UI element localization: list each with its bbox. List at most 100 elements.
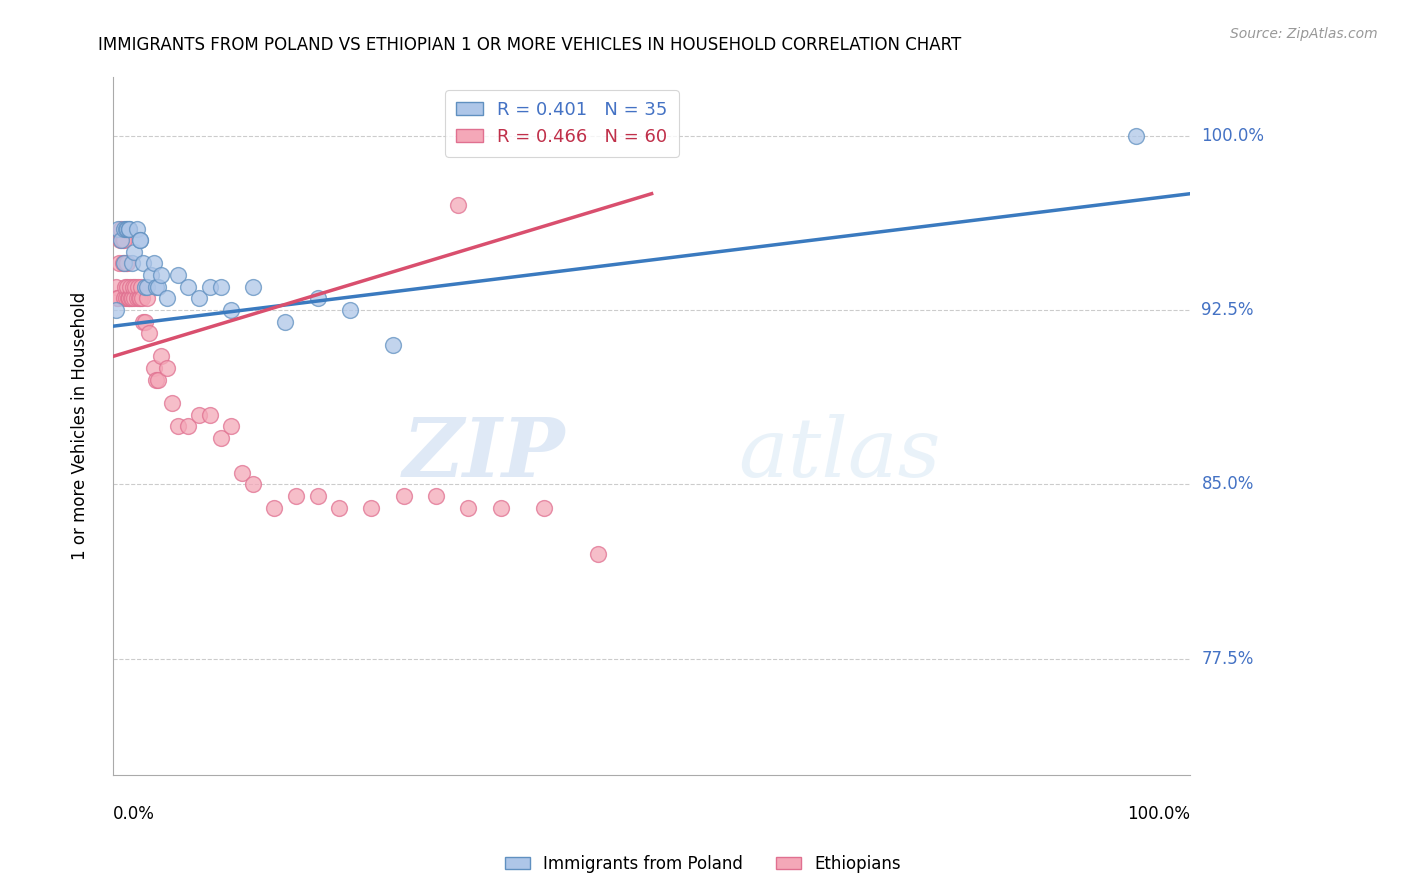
Point — [446, 198, 468, 212]
Point — [110, 233, 132, 247]
Point — [131, 291, 153, 305]
Point — [457, 500, 479, 515]
Point — [177, 279, 200, 293]
Point — [188, 408, 211, 422]
Point — [533, 500, 555, 515]
Point — [114, 256, 136, 270]
Point — [392, 489, 415, 503]
Point — [166, 419, 188, 434]
Point — [263, 500, 285, 515]
Point — [139, 268, 162, 282]
Point — [125, 221, 148, 235]
Point — [146, 279, 169, 293]
Point — [114, 221, 136, 235]
Point — [150, 268, 173, 282]
Text: atlas: atlas — [738, 414, 941, 494]
Point — [150, 350, 173, 364]
Point — [242, 477, 264, 491]
Legend: R = 0.401   N = 35, R = 0.466   N = 60: R = 0.401 N = 35, R = 0.466 N = 60 — [446, 90, 679, 157]
Point — [115, 221, 138, 235]
Point — [127, 279, 149, 293]
Point — [242, 279, 264, 293]
Point — [360, 500, 382, 515]
Point — [105, 291, 128, 305]
Point — [117, 291, 139, 305]
Point — [134, 314, 156, 328]
Point — [128, 291, 150, 305]
Point — [105, 302, 128, 317]
Text: 85.0%: 85.0% — [1202, 475, 1254, 493]
Point — [307, 489, 329, 503]
Point — [156, 291, 179, 305]
Text: 92.5%: 92.5% — [1202, 301, 1254, 319]
Point — [586, 547, 609, 561]
Point — [145, 279, 167, 293]
Point — [489, 500, 512, 515]
Point — [128, 233, 150, 247]
Point — [118, 221, 141, 235]
Legend: Immigrants from Poland, Ethiopians: Immigrants from Poland, Ethiopians — [498, 848, 908, 880]
Point — [128, 291, 150, 305]
Point — [285, 489, 308, 503]
Point — [124, 244, 146, 259]
Point — [121, 291, 143, 305]
Point — [156, 361, 179, 376]
Point — [118, 291, 141, 305]
Point — [118, 221, 141, 235]
Point — [112, 291, 135, 305]
Point — [221, 419, 243, 434]
Point — [132, 256, 155, 270]
Point — [124, 279, 146, 293]
Point — [339, 302, 361, 317]
Point — [114, 279, 136, 293]
Point — [198, 408, 221, 422]
Point — [132, 314, 155, 328]
Point — [425, 489, 447, 503]
Text: 0.0%: 0.0% — [112, 805, 155, 823]
Point — [166, 268, 188, 282]
Y-axis label: 1 or more Vehicles in Household: 1 or more Vehicles in Household — [72, 292, 89, 560]
Point — [125, 291, 148, 305]
Point — [118, 291, 141, 305]
Point — [142, 256, 165, 270]
Point — [136, 279, 159, 293]
Text: Source: ZipAtlas.com: Source: ZipAtlas.com — [1230, 27, 1378, 41]
Point — [112, 233, 135, 247]
Point — [145, 373, 167, 387]
Point — [107, 291, 129, 305]
Point — [221, 302, 243, 317]
Point — [129, 279, 152, 293]
Point — [209, 279, 232, 293]
Point — [110, 221, 132, 235]
Point — [124, 291, 146, 305]
Point — [108, 256, 131, 270]
Point — [134, 279, 156, 293]
Text: 100.0%: 100.0% — [1202, 127, 1264, 145]
Point — [274, 314, 297, 328]
Text: 100.0%: 100.0% — [1128, 805, 1191, 823]
Point — [209, 431, 232, 445]
Point — [121, 256, 143, 270]
Point — [160, 396, 183, 410]
Point — [138, 326, 160, 341]
Text: IMMIGRANTS FROM POLAND VS ETHIOPIAN 1 OR MORE VEHICLES IN HOUSEHOLD CORRELATION : IMMIGRANTS FROM POLAND VS ETHIOPIAN 1 OR… — [98, 36, 962, 54]
Point — [136, 291, 159, 305]
Point — [382, 338, 405, 352]
Point — [177, 419, 200, 434]
Point — [142, 361, 165, 376]
Text: 77.5%: 77.5% — [1202, 649, 1254, 668]
Point — [128, 233, 150, 247]
Point — [328, 500, 350, 515]
Point — [111, 256, 134, 270]
Point — [112, 256, 135, 270]
Point — [114, 291, 136, 305]
Point — [107, 221, 129, 235]
Point — [120, 279, 142, 293]
Point — [120, 291, 142, 305]
Point — [115, 256, 138, 270]
Point — [110, 233, 132, 247]
Point — [111, 233, 134, 247]
Point — [231, 466, 253, 480]
Point — [105, 279, 128, 293]
Point — [188, 291, 211, 305]
